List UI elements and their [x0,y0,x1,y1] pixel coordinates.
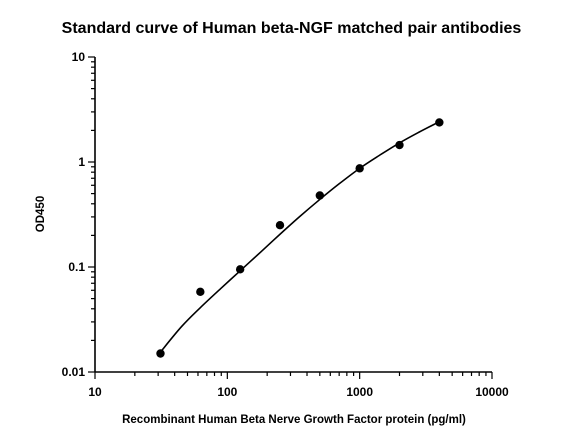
y-tick-label: 0.1 [68,260,85,274]
data-points [156,118,444,358]
x-tick-label: 10 [88,385,102,399]
x-axis-label: Recombinant Human Beta Nerve Growth Fact… [122,414,466,426]
data-point [156,349,165,358]
data-point [235,265,245,274]
data-point [196,287,205,297]
chart-title: Standard curve of Human beta-NGF matched… [62,20,522,37]
x-tick-label: 100 [217,385,237,399]
data-point [275,221,285,230]
y-tick-label: 10 [72,50,86,64]
y-tick-label: 1 [78,155,85,169]
x-tick-label: 1000 [346,385,373,399]
x-tick-label: 10000 [475,385,509,399]
data-point [435,118,444,127]
data-point [395,140,404,150]
data-point [355,164,364,173]
y-axis-label: OD450 [35,196,47,232]
data-point [315,191,325,200]
axes [94,57,492,373]
x-ticks: 10 100 1000 10000 [88,372,509,399]
y-tick-label: 0.01 [62,365,86,379]
y-ticks: 0.01 0.1 1 10 [62,50,95,379]
fit-curve [159,120,440,353]
